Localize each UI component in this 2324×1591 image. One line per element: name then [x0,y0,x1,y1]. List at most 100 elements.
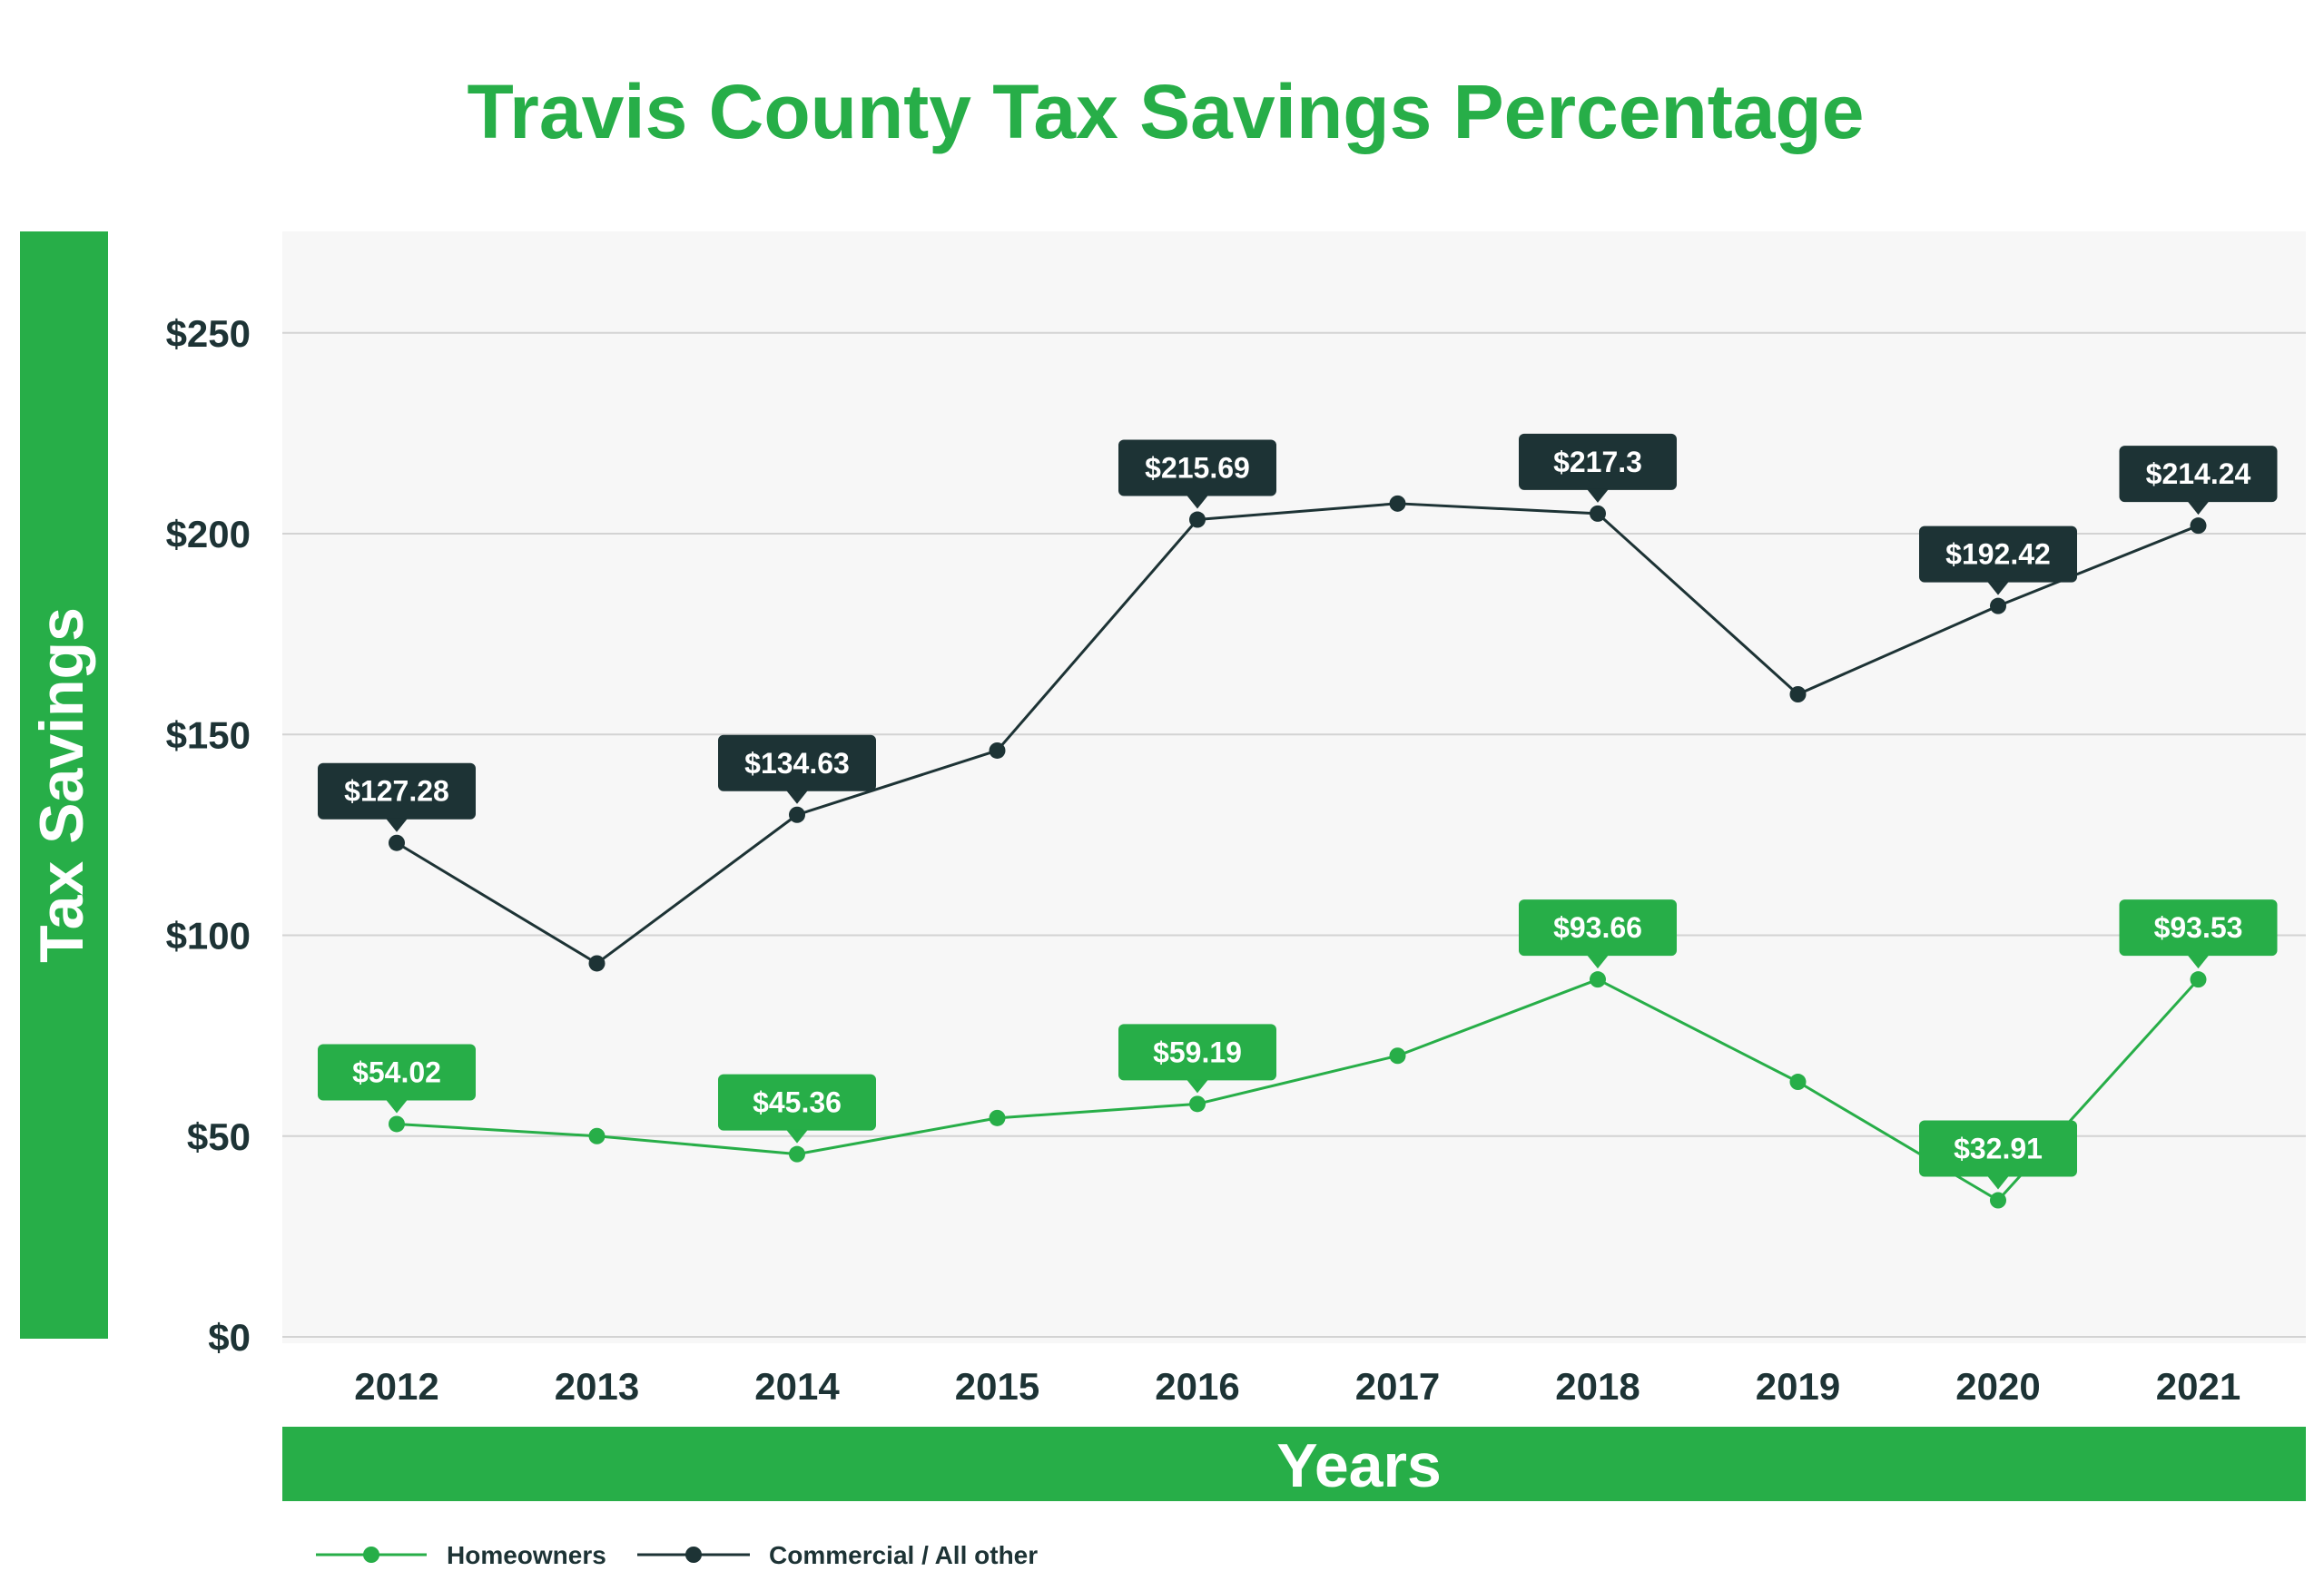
data-point [1189,1095,1206,1113]
data-point [588,955,606,972]
data-label: $32.91 [1919,1120,2077,1190]
x-tick-label: 2020 [1955,1365,2040,1408]
data-label: $93.53 [2119,899,2278,969]
data-label-pointer [1987,1175,2009,1190]
y-tick-label: $0 [208,1316,251,1359]
y-axis-title: Tax Savings [27,607,96,963]
y-tick-label: $150 [166,713,251,756]
data-label-text: $214.24 [2146,457,2251,490]
series-layer [389,495,2207,1209]
data-point [389,1115,405,1133]
data-point [1789,686,1807,702]
data-label-pointer [386,1099,408,1114]
data-label-text: $93.53 [2154,911,2243,944]
legend-marker-commercial [685,1547,702,1563]
x-tick-label: 2016 [1155,1365,1239,1408]
data-label-text: $32.91 [1954,1133,2043,1165]
x-axis-ticks: 2012 2013 2014 2015 2016 2017 2018 2019 2020 2021 [354,1365,2240,1408]
data-point [789,806,805,823]
series-commercial [389,495,2207,972]
data-label-box [318,1044,476,1101]
data-label-text: $59.19 [1153,1036,1242,1068]
data-label-box [1919,1120,2077,1177]
data-label-text: $217.3 [1553,446,1642,478]
data-label: $217.3 [1519,433,1677,503]
y-tick-label: $250 [166,312,251,355]
data-label: $45.36 [718,1074,876,1144]
data-label-box [718,1074,876,1131]
data-label: $54.02 [318,1044,476,1114]
series-line [396,502,2200,965]
data-label-pointer [1987,581,2009,595]
data-point [1189,511,1206,528]
data-point [989,1109,1006,1126]
data-label-text: $127.28 [344,775,449,808]
data-point [1590,505,1606,522]
y-axis-title-banner [20,231,108,1339]
data-label: $134.63 [718,734,876,804]
data-label-pointer [786,1129,808,1144]
legend-item-homeowners: Homeowners [316,1541,606,1569]
data-label-box [1118,439,1276,496]
data-label-box [2119,446,2278,503]
x-tick-label: 2014 [754,1365,840,1408]
data-point [1789,1074,1807,1091]
data-label-pointer [1187,495,1208,509]
data-label-pointer [386,818,408,832]
x-tick-label: 2018 [1555,1365,1640,1408]
legend-label-homeowners: Homeowners [447,1541,606,1569]
x-tick-label: 2013 [555,1365,639,1408]
data-label-text: $215.69 [1145,452,1250,485]
data-label-box [1919,525,2077,583]
data-point [1990,597,2006,614]
x-axis-title: Years [1276,1431,1442,1500]
data-label-box [1519,433,1677,490]
legend-marker-homeowners [363,1547,379,1563]
data-label: $59.19 [1118,1024,1276,1094]
data-point [1990,1192,2006,1209]
x-tick-label: 2017 [1355,1365,1440,1408]
data-label-box [2119,899,2278,957]
x-tick-label: 2019 [1756,1365,1840,1408]
data-label-text: $192.42 [1945,538,2051,571]
series-line [396,977,2200,1203]
data-point [1389,1047,1406,1065]
data-point [588,1127,606,1144]
data-label-pointer [1587,955,1609,969]
legend-label-commercial: Commercial / All other [769,1541,1038,1569]
data-point [2190,517,2207,535]
data-label-box [1118,1024,1276,1081]
data-label-text: $54.02 [352,1056,441,1088]
data-point [1389,495,1406,512]
data-label-box [318,762,476,820]
data-label-box [1519,899,1677,957]
data-label: $214.24 [2119,446,2278,516]
data-point [789,1145,805,1163]
data-label-pointer [786,790,808,804]
data-point [1590,971,1606,988]
data-label-text: $93.66 [1553,911,1642,944]
legend: Homeowners Commercial / All other [316,1541,1038,1569]
data-label-pointer [2187,501,2210,516]
x-tick-label: 2021 [2156,1365,2240,1408]
x-axis-title-banner [282,1427,2306,1501]
data-label-pointer [1187,1079,1208,1094]
data-point [389,834,405,851]
data-label-text: $45.36 [753,1086,842,1119]
data-label: $127.28 [318,762,476,832]
x-tick-label: 2015 [955,1365,1039,1408]
data-label-box [718,734,876,791]
y-axis-ticks: $0 $50 $100 $150 $200 $250 [166,312,251,1359]
data-label: $215.69 [1118,439,1276,509]
y-tick-label: $200 [166,513,251,555]
x-tick-label: 2012 [354,1365,438,1408]
chart-title: Travis County Tax Savings Percentage [467,69,1864,154]
y-tick-label: $50 [187,1115,251,1158]
data-point [989,741,1006,759]
series-homeowners [389,971,2207,1209]
data-label-pointer [1587,488,1609,503]
data-label: $192.42 [1919,525,2077,595]
data-label-text: $134.63 [744,747,850,780]
legend-item-commercial: Commercial / All other [637,1541,1038,1569]
